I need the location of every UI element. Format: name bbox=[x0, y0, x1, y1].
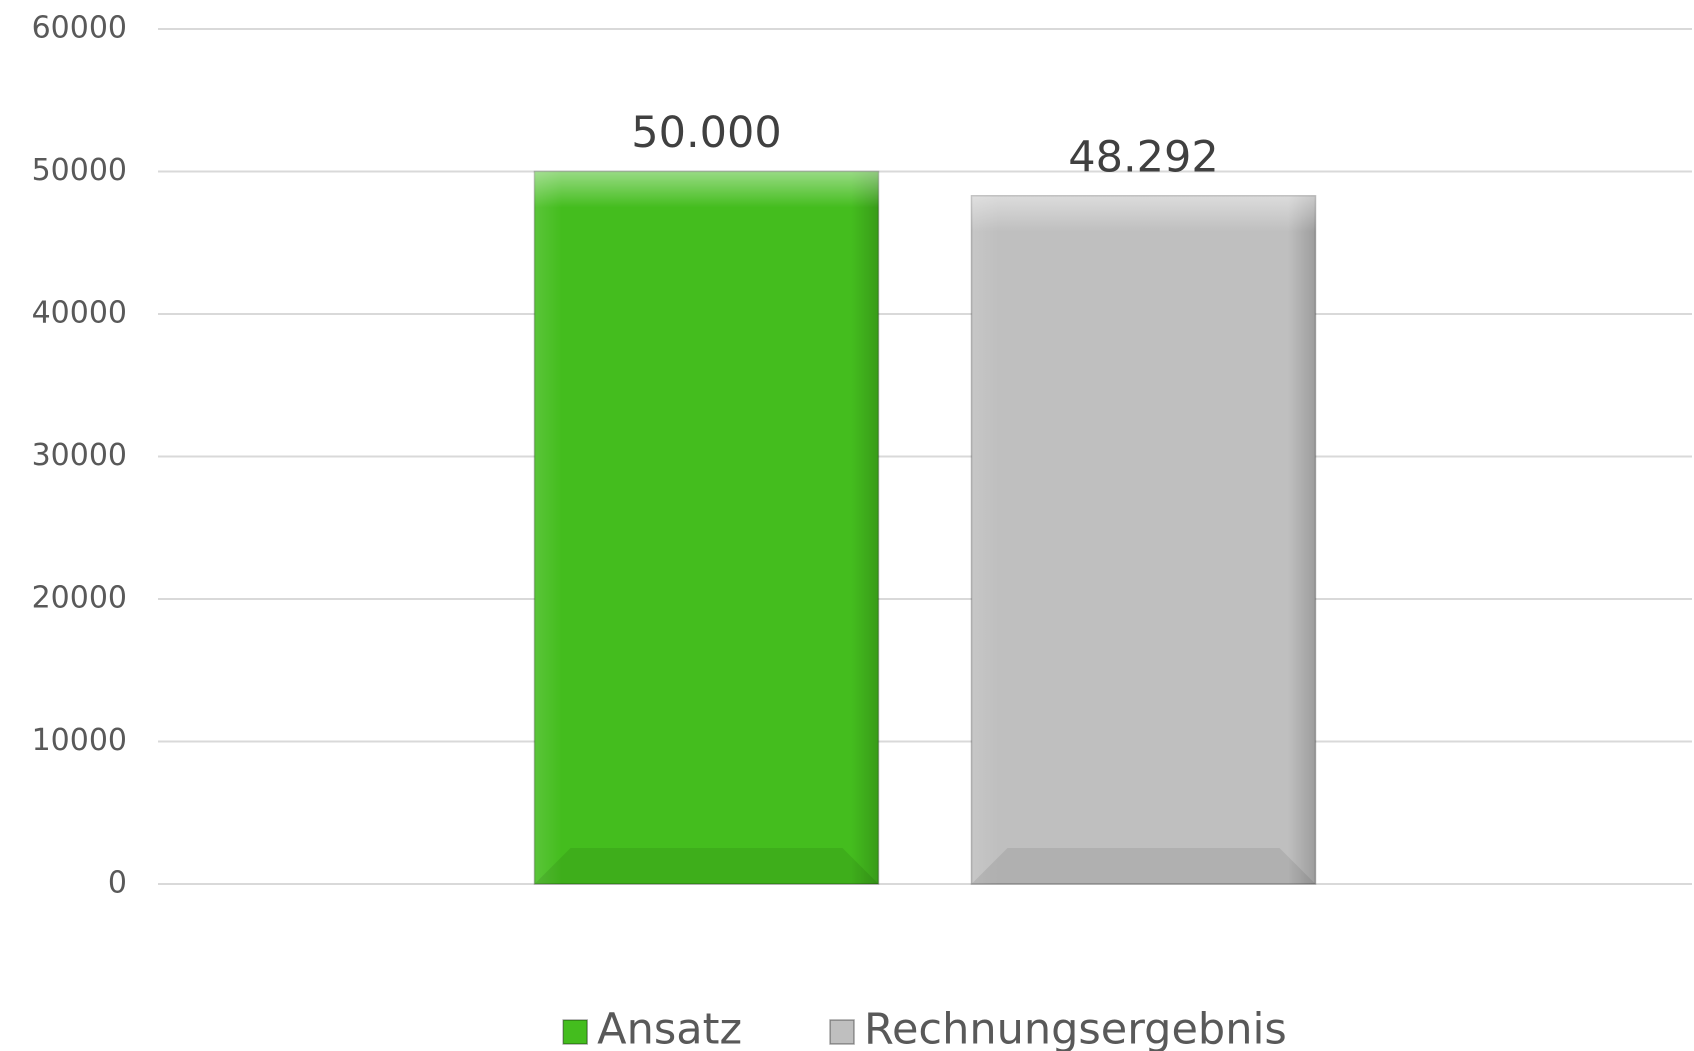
bar-shade bbox=[534, 171, 879, 884]
y-tick-label: 50000 bbox=[32, 153, 127, 188]
value-label: 48.292 bbox=[1068, 132, 1218, 182]
y-tick-label: 60000 bbox=[32, 11, 127, 46]
bar-bevel bbox=[971, 195, 1316, 232]
bar-shade bbox=[971, 195, 1316, 885]
bar-bevel bbox=[971, 848, 1316, 884]
value-label: 50.000 bbox=[631, 108, 781, 158]
y-tick-label: 0 bbox=[108, 866, 127, 901]
y-tick-label: 40000 bbox=[32, 296, 127, 331]
bar-bevel bbox=[534, 848, 879, 884]
y-tick-label: 20000 bbox=[32, 581, 127, 616]
y-tick-label: 10000 bbox=[32, 723, 127, 758]
legend-label: Ansatz bbox=[597, 1005, 742, 1051]
y-tick-label: 30000 bbox=[32, 438, 127, 473]
legend-label: Rechnungsergebnis bbox=[864, 1005, 1287, 1051]
legend-swatch bbox=[829, 1019, 855, 1045]
legend-swatch bbox=[562, 1019, 588, 1045]
bar-bevel bbox=[534, 171, 879, 208]
